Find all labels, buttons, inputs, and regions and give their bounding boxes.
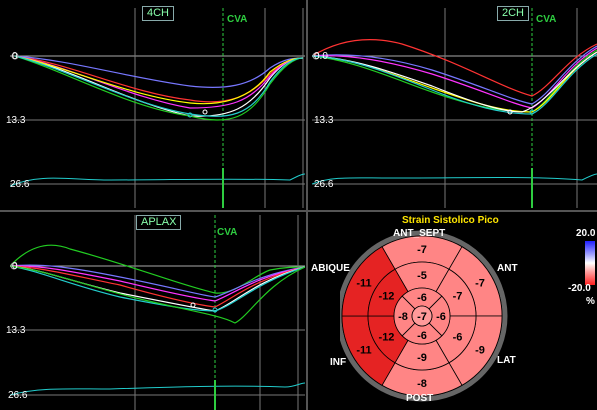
strain-curves-aplax [10,215,305,410]
apex-value: -7 [417,311,427,323]
y-label-mid-4ch: 13.3 [6,115,26,126]
label-sept: ABIQUE [311,263,350,274]
segment-value: -6 [453,332,463,344]
segment-value: -6 [417,292,427,304]
y-label-top-aplax: 0 [12,261,18,272]
y-label-bottom-2ch: 26.6 [314,179,334,190]
segment-value: -7 [453,291,463,303]
segment-value: -8 [417,378,427,390]
segment-value: -11 [356,278,371,290]
segment-value: -11 [356,345,371,357]
view-tag-4ch: 4CH [142,6,175,21]
scale-min: -20.0 [568,283,591,294]
bullseye-title: Strain Sistolico Pico [402,215,499,226]
y-label-top-2ch: 0.0 [314,51,328,62]
label-post: POST [406,393,434,404]
strain-panel-aplax: APLAX CVA 0 13.3 26.6 [6,215,305,410]
strain-panel-4ch: 4CH CVA 0 13.3 26.6 [6,6,305,208]
label-lat: LAT [497,355,516,366]
panel-divider-horizontal [0,210,597,212]
label-inf: INF [330,357,347,368]
segment-value: -9 [475,345,485,357]
label-ant: ANT [497,263,518,274]
bullseye-plot: -7 -7 -9 -8 -11 -11 -5 -7 -6 -9 -12 -12 -6 -6 -6 -8 -7 [340,230,508,402]
y-label-bottom-aplax: 26.6 [8,390,28,401]
view-tag-2ch: 2CH [497,6,530,21]
strain-curves-2ch [312,8,597,208]
panel-divider-vertical [306,0,308,410]
segment-value: -7 [475,278,485,290]
strain-panel-2ch: 2CH CVA 0.0 13.3 26.6 [312,6,597,208]
color-scale-bar [585,241,595,285]
view-tag-aplax: APLAX [136,215,182,230]
label-ant-sept: ANT_SEPT [393,228,446,239]
segment-value: -6 [436,311,446,323]
segment-value: -12 [379,332,395,344]
cva-label-aplax: CVA [217,227,238,238]
cva-label-2ch: CVA [536,14,557,25]
segment-value: -8 [398,311,408,323]
y-label-mid-2ch: 13.3 [314,115,334,126]
segment-value: -5 [417,270,427,282]
y-label-bottom-4ch: 26.6 [10,179,30,190]
segment-value: -9 [417,352,427,364]
scale-max: 20.0 [576,228,596,239]
segment-value: -7 [417,244,427,256]
segment-value: -12 [379,291,395,303]
strain-curves-4ch [10,8,305,208]
scale-unit: % [586,296,595,307]
bullseye-segments [341,235,503,397]
y-label-mid-aplax: 13.3 [6,325,26,336]
segment-value: -6 [417,330,427,342]
cva-label-4ch: CVA [227,14,248,25]
y-label-top-4ch: 0 [12,51,18,62]
bullseye-apex [411,305,433,327]
